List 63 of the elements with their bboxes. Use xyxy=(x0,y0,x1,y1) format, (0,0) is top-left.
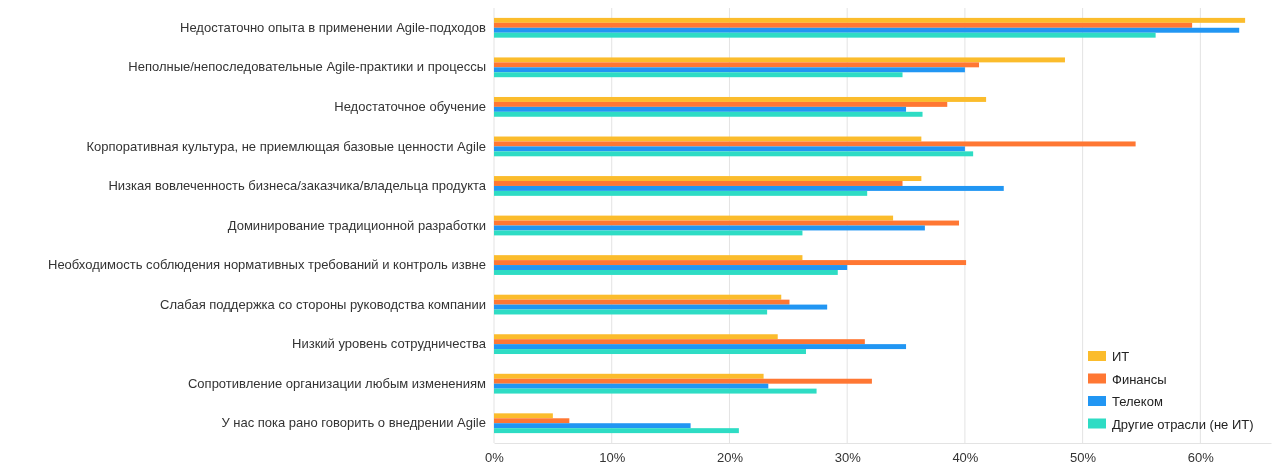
bar xyxy=(494,220,960,226)
y-tick-label: Корпоративная культура, не приемлющая базовые ценности Agile xyxy=(86,138,486,154)
bar xyxy=(494,101,948,107)
bar xyxy=(494,146,965,152)
bar xyxy=(494,255,803,261)
bar xyxy=(494,111,923,117)
y-tick-label: Слабая поддержка со стороны руководства компании xyxy=(160,296,486,312)
bar xyxy=(494,260,967,266)
y-tick-label: Недостаточно опыта в применении Agile-подходов xyxy=(180,19,487,35)
bar xyxy=(494,72,903,78)
y-tick-label: Неполные/непоследовательные Agile-практики и процессы xyxy=(128,59,486,75)
bar xyxy=(494,176,922,182)
bar xyxy=(494,294,782,300)
bar xyxy=(494,215,894,221)
y-tick-label: Необходимость соблюдения нормативных требований и контроль извне xyxy=(48,257,486,273)
bar xyxy=(494,230,803,236)
legend-label: Финансы xyxy=(1112,371,1167,387)
bar xyxy=(494,141,1136,147)
bar xyxy=(494,106,907,112)
y-tick-label: Низкая вовлеченность бизнеса/заказчика/владельца продукта xyxy=(108,178,487,194)
y-tick-label: Доминирование традиционной разработки xyxy=(227,217,486,233)
legend-label: Телеком xyxy=(1112,394,1163,409)
bar xyxy=(494,62,980,68)
x-tick-label: 10% xyxy=(599,450,626,466)
bar xyxy=(494,185,1004,191)
bar xyxy=(494,413,553,419)
bar xyxy=(494,383,769,389)
bar xyxy=(494,17,1246,23)
x-tick-label: 50% xyxy=(1070,450,1097,466)
bar xyxy=(494,299,790,305)
bar xyxy=(494,304,828,310)
bar xyxy=(494,349,806,355)
y-tick-label: Сопротивление организации любым изменениям xyxy=(187,375,487,391)
x-tick-label: 20% xyxy=(716,450,744,466)
bar xyxy=(494,344,907,350)
bar xyxy=(494,423,691,429)
bar xyxy=(494,265,848,270)
x-tick-label: 60% xyxy=(1187,450,1215,466)
bar xyxy=(494,181,903,186)
bar xyxy=(494,67,965,73)
y-tick-label: Низкий уровень сотрудничества xyxy=(292,336,487,352)
legend-label: ИТ xyxy=(1112,349,1130,364)
bar xyxy=(494,151,974,157)
bar xyxy=(494,57,1065,63)
bar xyxy=(494,378,872,384)
y-tick-label: У нас пока рано говорить о внедрении Agile xyxy=(221,415,486,431)
legend-label: Другие отрасли (не ИТ) xyxy=(1112,416,1254,432)
bar xyxy=(494,418,570,424)
bar xyxy=(494,32,1156,38)
bar xyxy=(494,27,1240,33)
bar xyxy=(494,269,838,275)
bar xyxy=(494,334,778,340)
bar xyxy=(494,96,987,102)
bar xyxy=(494,339,865,345)
x-tick-label: 0% xyxy=(485,450,505,466)
x-tick-label: 40% xyxy=(952,450,979,466)
bar xyxy=(494,388,817,394)
x-tick-label: 30% xyxy=(834,450,862,466)
bar xyxy=(494,428,739,434)
bar xyxy=(494,22,1193,28)
y-tick-label: Недостаточное обучение xyxy=(334,99,486,115)
bar xyxy=(494,190,868,196)
bar xyxy=(494,373,764,379)
